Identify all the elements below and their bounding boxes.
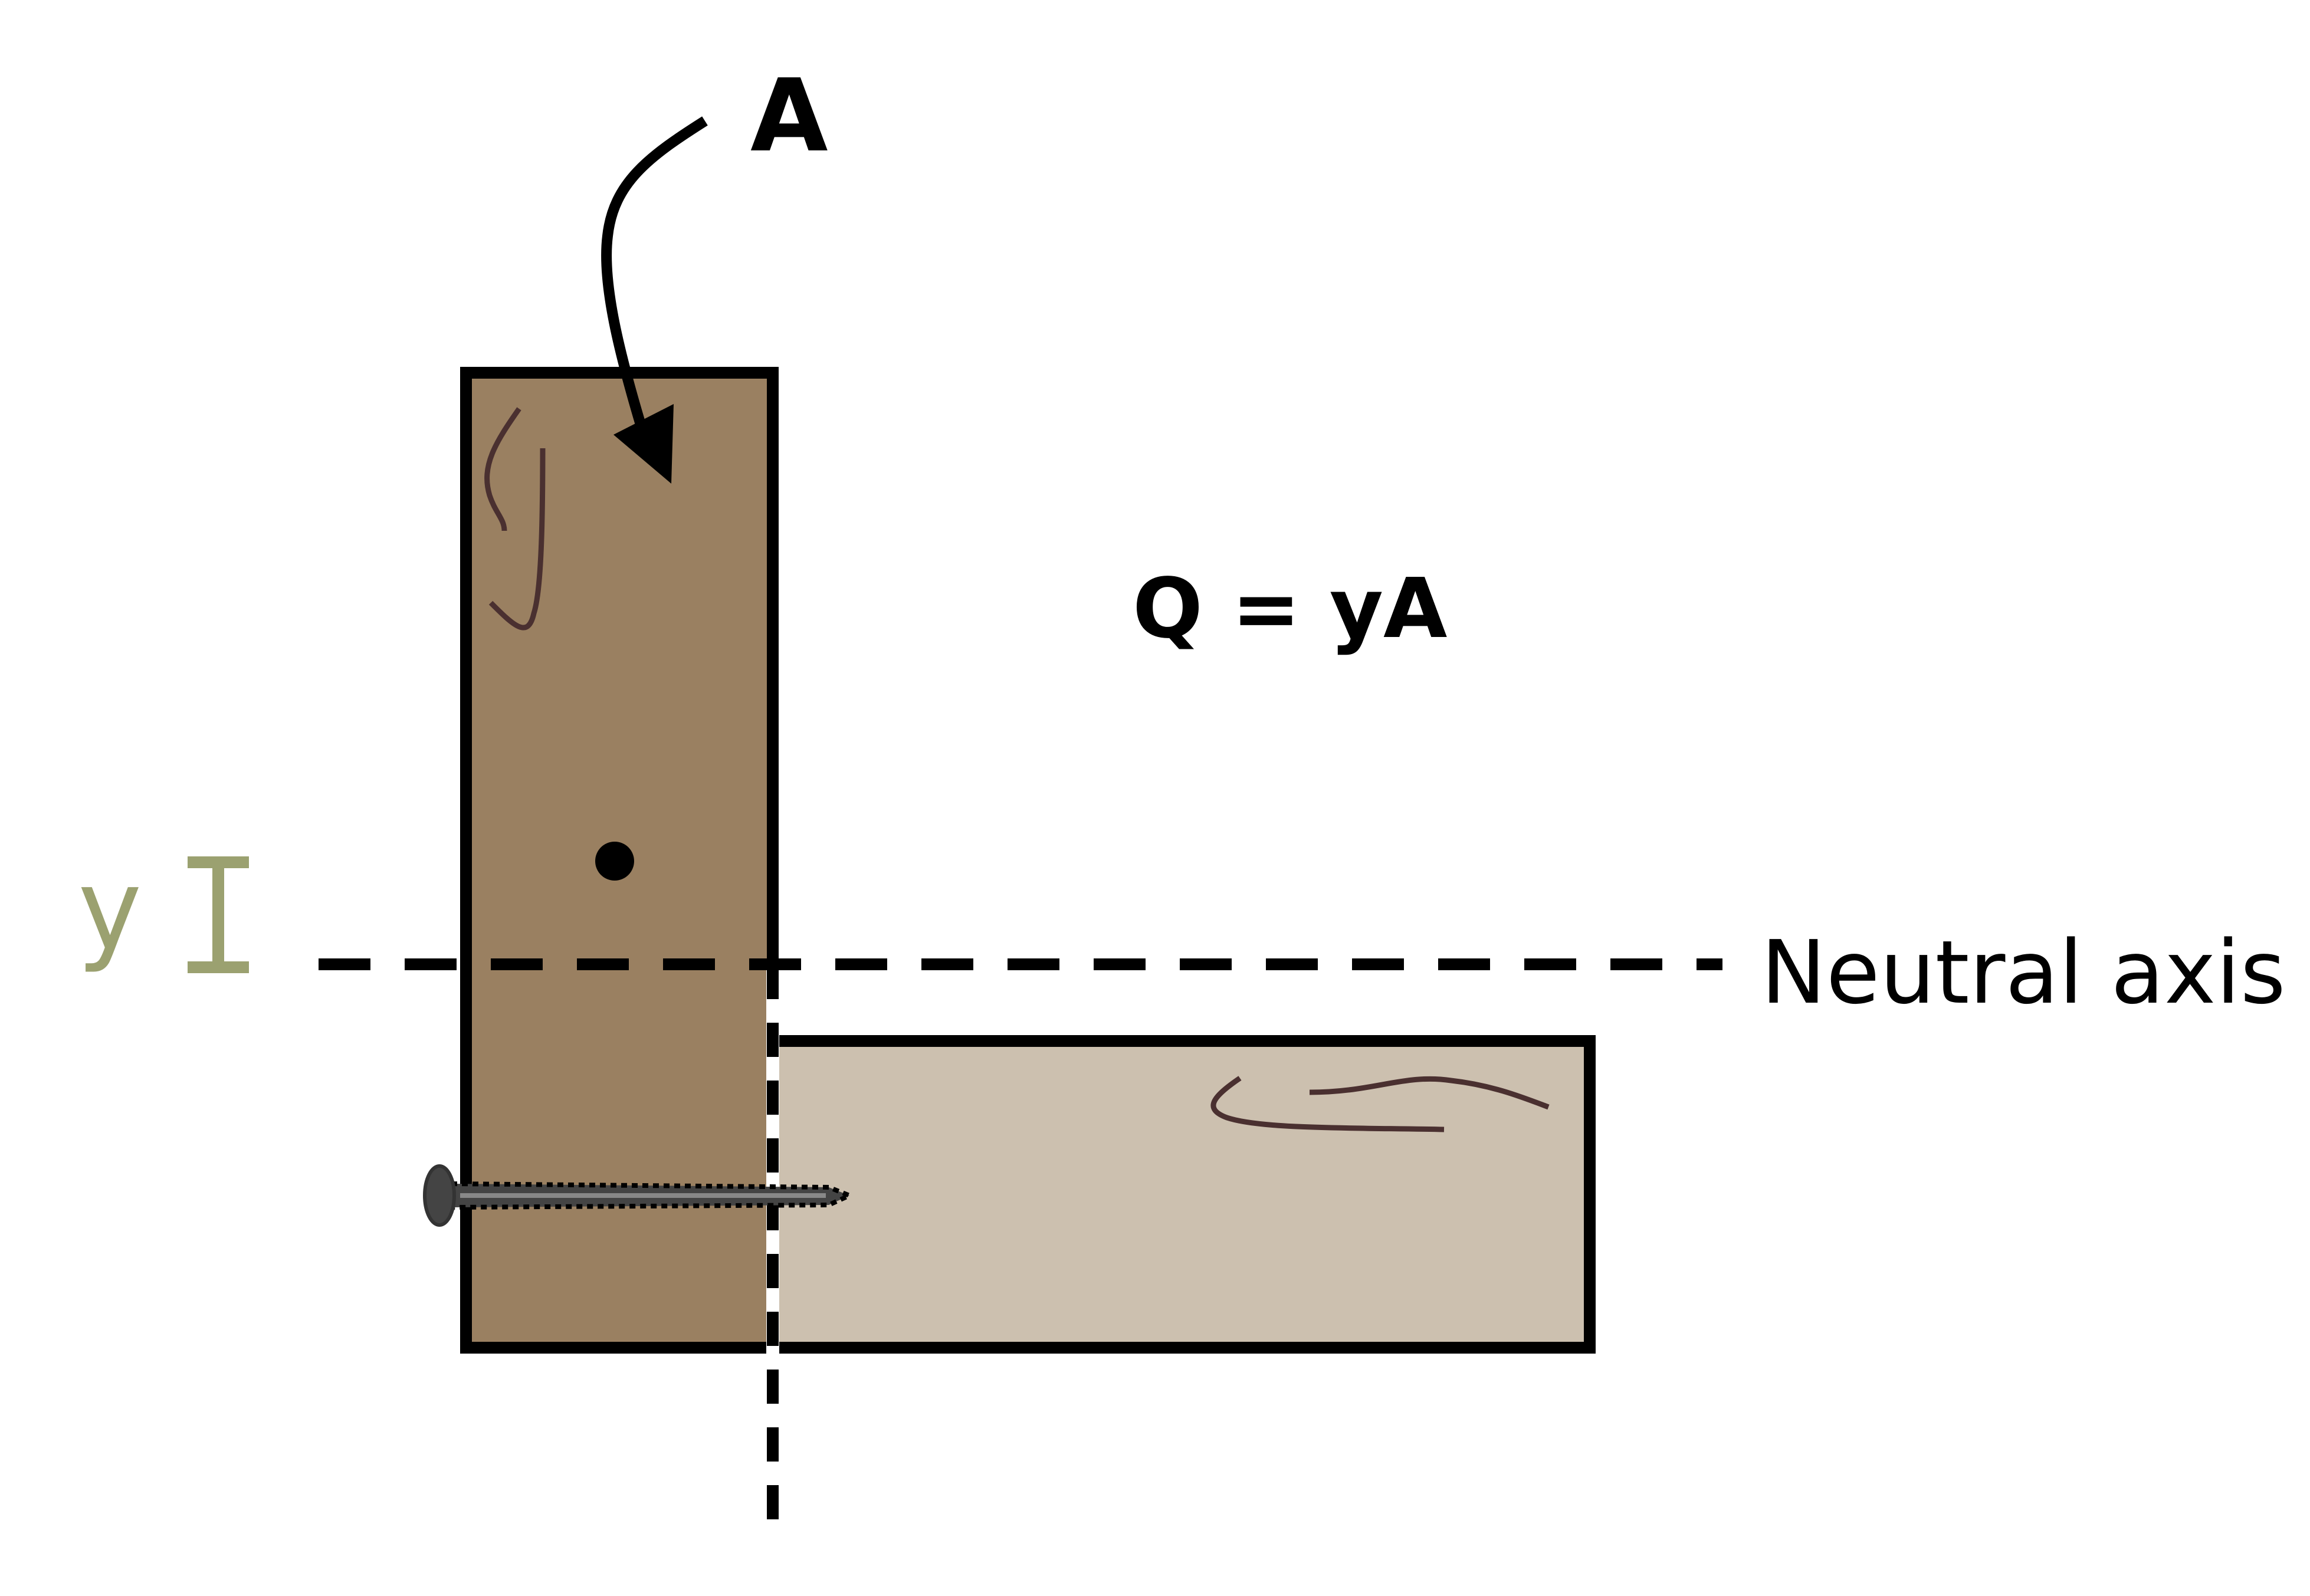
arrowhead-icon xyxy=(613,404,674,484)
wood-grain-mark xyxy=(488,448,546,630)
formula-label: Q = yA xyxy=(1133,561,1447,657)
screw-head xyxy=(423,1164,456,1227)
curved-arrow-shaft xyxy=(601,116,708,434)
centroid-dot xyxy=(595,842,634,881)
horizontal-board xyxy=(767,1035,1596,1354)
wood-grain-mark xyxy=(484,407,521,531)
wood-grain-mark xyxy=(1210,1076,1445,1132)
curved-arrow xyxy=(601,116,708,484)
area-label: A xyxy=(750,58,828,175)
y-dimension-bracket xyxy=(188,856,249,973)
y-label: y xyxy=(76,845,143,975)
screw-icon xyxy=(423,1164,856,1227)
neutral-axis-label: Neutral axis xyxy=(1761,922,2286,1023)
wood-grain-mark xyxy=(1309,1076,1550,1110)
